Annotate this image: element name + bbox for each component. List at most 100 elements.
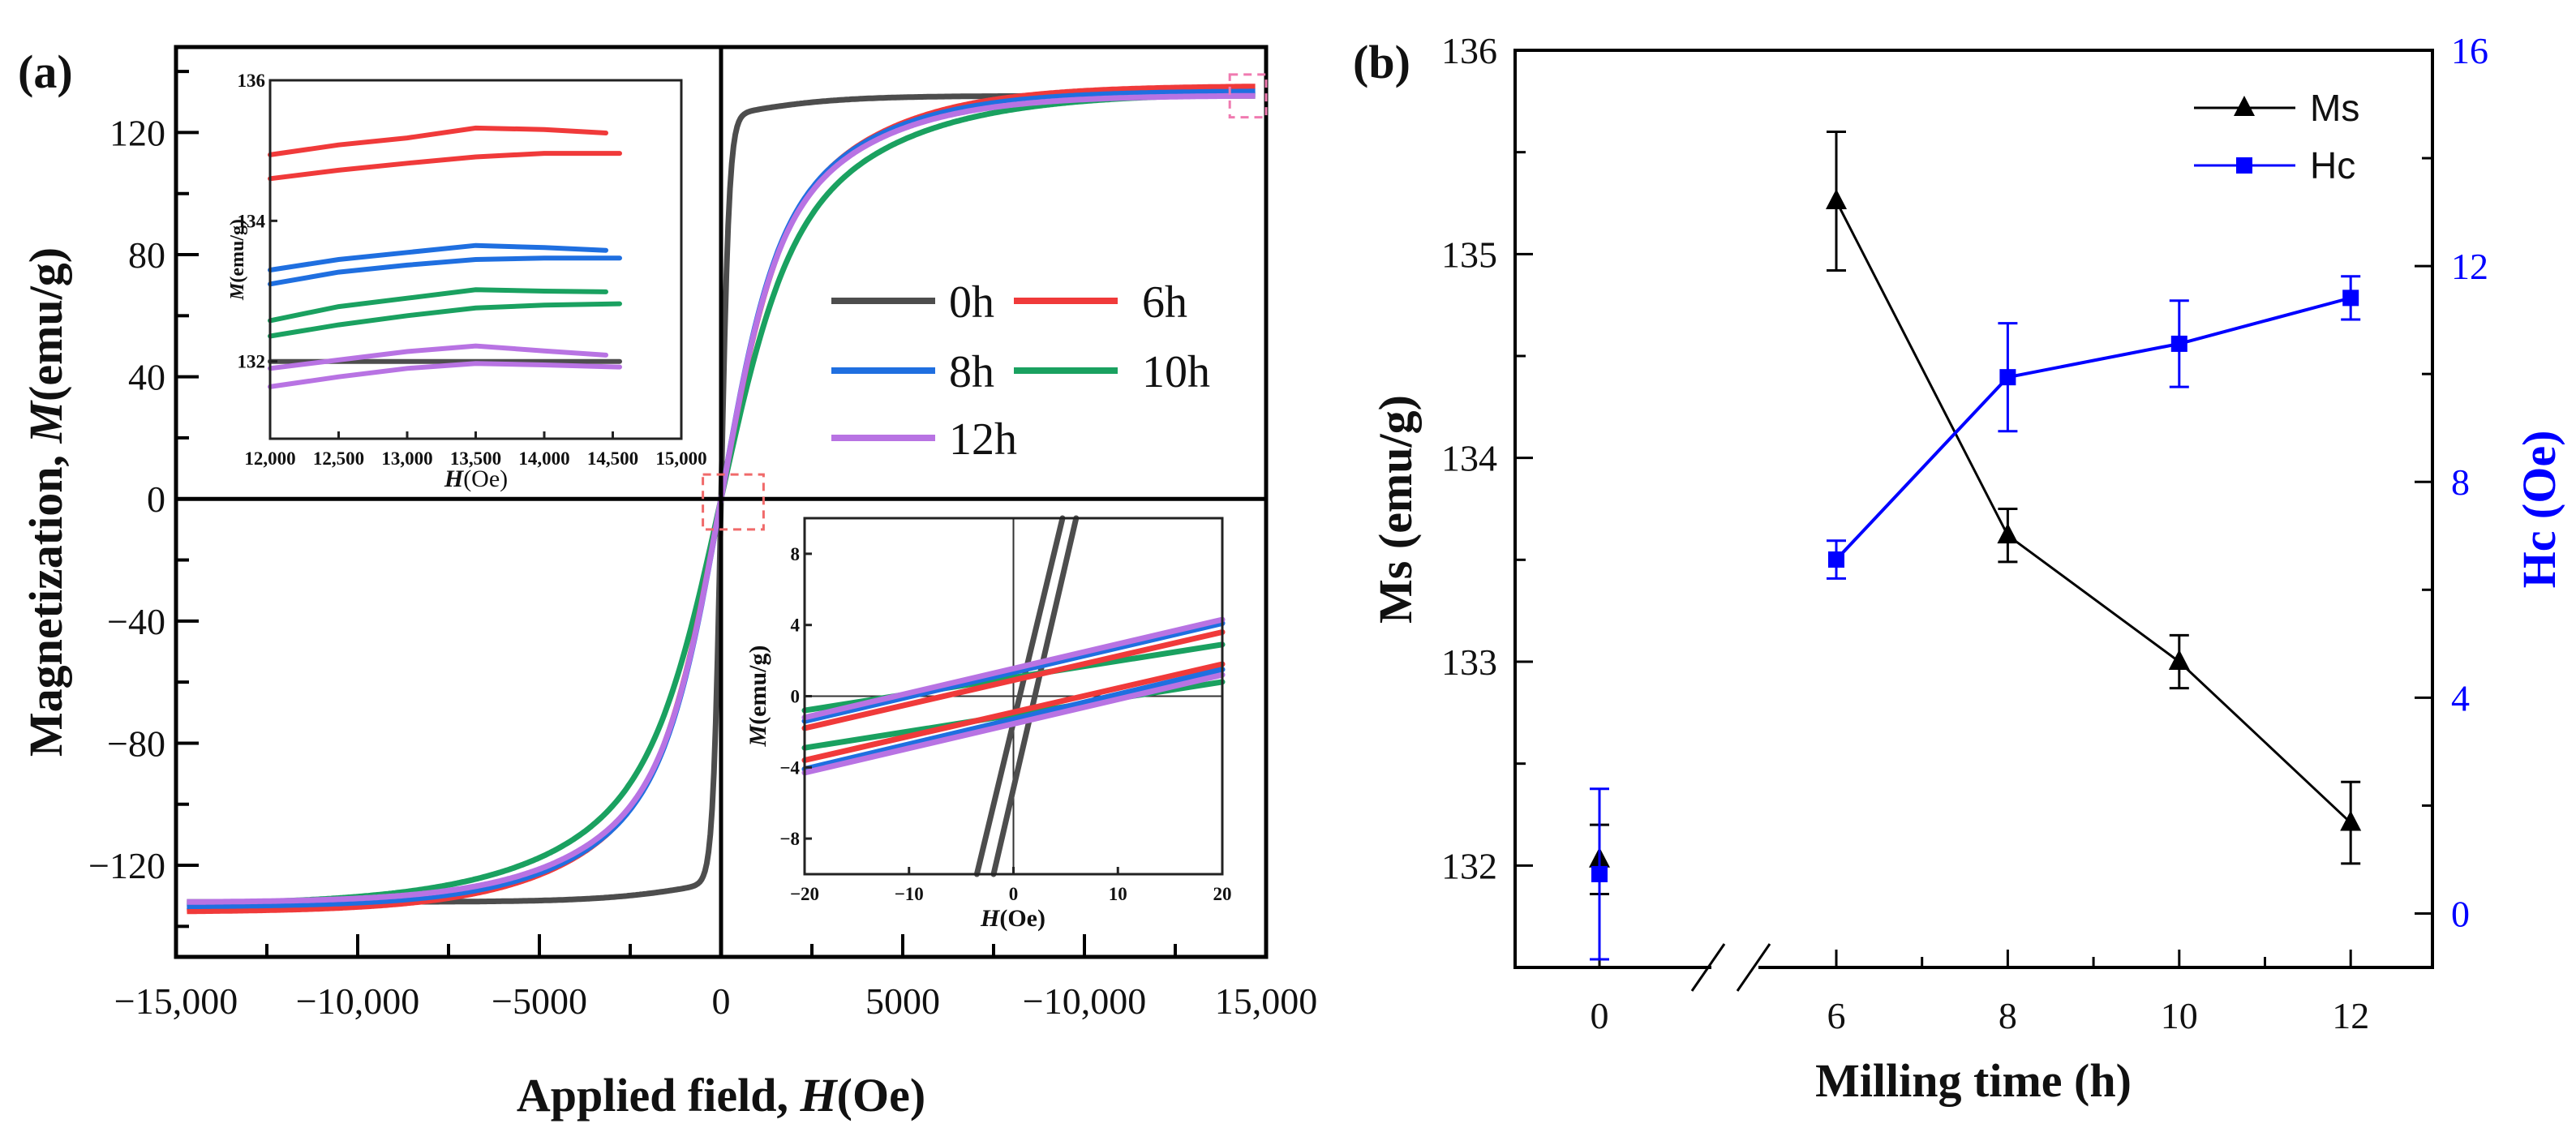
- inset2-y-title: M(emu/g): [745, 645, 771, 748]
- x-tick-label: −15,000: [114, 980, 238, 1022]
- inset-low-field: −20 −10 0 10 20 −8 −4 0 4 8: [779, 515, 1232, 904]
- axis-break-mark: [1690, 943, 1726, 992]
- inset-x-tick-label: 12,500: [313, 448, 364, 469]
- inset-curve-6h-branch-0: [801, 629, 1226, 731]
- axis-break-mark: [1736, 943, 1771, 992]
- b-x-tick-label: 10: [2161, 995, 2198, 1036]
- legend-marker-Ms: [2234, 96, 2255, 116]
- y-axis-title-symbol: M: [19, 400, 72, 444]
- b-axes: 0 6 8 10 12 132 133 134 135 136 0 4 8 12 16: [1441, 30, 2488, 1036]
- inset-curve-12h-branch-0: [268, 343, 608, 371]
- y-tick-label: −80: [107, 723, 165, 764]
- inset-x-tick-label: 12,000: [244, 448, 295, 469]
- data-point-Hc: [1828, 551, 1844, 568]
- inset-x-tick-label: 20: [1213, 884, 1232, 904]
- b-y2-tick-label: 8: [2451, 461, 2470, 503]
- series-line-Hc: [1835, 296, 2351, 561]
- data-point-Ms: [2340, 810, 2362, 831]
- b-y-tick-label: 134: [1441, 438, 1497, 479]
- data-point-Hc: [1999, 369, 2016, 386]
- inset-curve-6h-branch-0: [268, 125, 608, 157]
- y-tick-label: 0: [147, 478, 165, 520]
- b-plot-frame: [1513, 49, 2434, 969]
- inset-curve-8h-branch-1: [801, 667, 1226, 772]
- inset-curve-12h-branch-1: [801, 671, 1226, 776]
- data-point-Ms: [1826, 188, 1847, 209]
- panel-b-label: (b): [1353, 36, 1410, 88]
- inset-y-tick-label: 0: [791, 687, 801, 707]
- x-tick-label: 15,000: [1215, 980, 1318, 1022]
- b-y2-tick-label: 12: [2451, 246, 2488, 287]
- legend-label-0h: 0h: [949, 277, 994, 328]
- y-tick-label: −120: [88, 845, 165, 886]
- x-tick-label: −10,000: [1023, 980, 1146, 1022]
- data-point-Ms: [1997, 523, 2019, 544]
- b-x-tick-label: 8: [1999, 995, 2017, 1036]
- inset-curve-8h-branch-0: [268, 242, 608, 272]
- b-y-tick-label: 136: [1441, 30, 1497, 71]
- b-y-tick-label: 132: [1441, 845, 1497, 886]
- inset-y-tick-label: 136: [238, 71, 266, 91]
- panel-a-hysteresis-loops: (a) −15,000 −10,000 −5000 0 5000 −10,000 15,00…: [18, 45, 1317, 1122]
- x-axis-title: Applied field, H(Oe): [517, 1069, 925, 1122]
- inset-y-tick-label: 8: [791, 544, 801, 564]
- inset1-x-title: H(Oe): [444, 465, 508, 492]
- y-tick-label: 120: [109, 112, 165, 153]
- inset-curve-6h-branch-1: [268, 151, 622, 182]
- inset2-y-unit: (emu/g): [745, 645, 771, 725]
- inset2-x-symbol: H: [980, 905, 1001, 932]
- inset2-x-unit: (Oe): [999, 905, 1045, 932]
- data-point-Hc: [2170, 335, 2187, 352]
- b-y2-tick-label: 4: [2451, 677, 2470, 718]
- y-tick-label: 40: [128, 357, 165, 398]
- inset-curve-10h-branch-1: [268, 301, 622, 339]
- legend-label-Ms: Ms: [2310, 87, 2359, 129]
- inset-curve-12h-branch-1: [268, 361, 622, 389]
- x-axis-title-text: Applied field,: [517, 1069, 801, 1122]
- inset-x-tick-label: 14,000: [518, 448, 569, 469]
- b-y-axis-title: Ms (emu/g): [1369, 395, 1422, 624]
- inset-y-tick-label: −8: [779, 829, 800, 849]
- x-tick-label: −10,000: [296, 980, 419, 1022]
- inset-x-tick-label: −10: [895, 884, 924, 904]
- inset-high-field: 12,000 12,500 13,000 13,500 14,000 14,500 15,0…: [238, 71, 707, 469]
- b-y2-axis-title: Hc (Oe): [2513, 431, 2565, 589]
- inset-y-tick-label: −4: [779, 757, 800, 778]
- inset-y-tick-label: 4: [791, 615, 801, 636]
- data-point-Hc: [2342, 290, 2359, 307]
- inset1-y-symbol: M: [227, 281, 248, 301]
- inset1-y-unit: (emu/g): [227, 219, 248, 283]
- x-tick-label: −5000: [492, 980, 587, 1022]
- legend-label-6h: 6h: [1142, 277, 1187, 328]
- inset2-x-title: H(Oe): [980, 905, 1045, 932]
- b-x-tick-label: 6: [1827, 995, 1846, 1036]
- b-y-tick-label: 135: [1441, 234, 1497, 275]
- inset-curve-12h-branch-0: [801, 616, 1226, 721]
- main-axes: [174, 45, 1269, 959]
- y-tick-label: −40: [107, 601, 165, 642]
- y-tick-label: 80: [128, 234, 165, 276]
- b-y2-tick-label: 16: [2451, 30, 2488, 71]
- main-tick-labels: −15,000 −10,000 −5000 0 5000 −10,000 15,000 −12…: [88, 112, 1317, 1022]
- inset-curve-10h-branch-0: [268, 287, 608, 324]
- b-y-tick-label: 133: [1441, 641, 1497, 683]
- inset-x-tick-label: 0: [1009, 884, 1019, 904]
- panel-a-label: (a): [18, 45, 73, 98]
- inset-x-tick-label: 10: [1109, 884, 1127, 904]
- inset-y-tick-label: 134: [238, 211, 266, 231]
- legend-marker-Hc: [2236, 157, 2252, 174]
- b-x-axis-title: Milling time (h): [1815, 1054, 2132, 1107]
- x-tick-label: 0: [712, 980, 731, 1022]
- legend-label-8h: 8h: [949, 347, 994, 397]
- inset-y-tick-label: 132: [238, 352, 266, 372]
- series-line-Ms: [1835, 200, 2352, 824]
- inset1-x-symbol: H: [444, 465, 465, 492]
- inset-curve-0h-branch-1: [990, 515, 1080, 877]
- legend-label-10h: 10h: [1142, 347, 1210, 397]
- highlight-box: [1228, 73, 1268, 119]
- data-point-Ms: [2168, 650, 2190, 670]
- highlight-boxes: [702, 73, 1268, 531]
- inset1-x-unit: (Oe): [463, 465, 508, 492]
- legend-a: 0h 6h 8h 10h 12h: [831, 277, 1210, 465]
- inset-x-tick-label: 14,500: [587, 448, 638, 469]
